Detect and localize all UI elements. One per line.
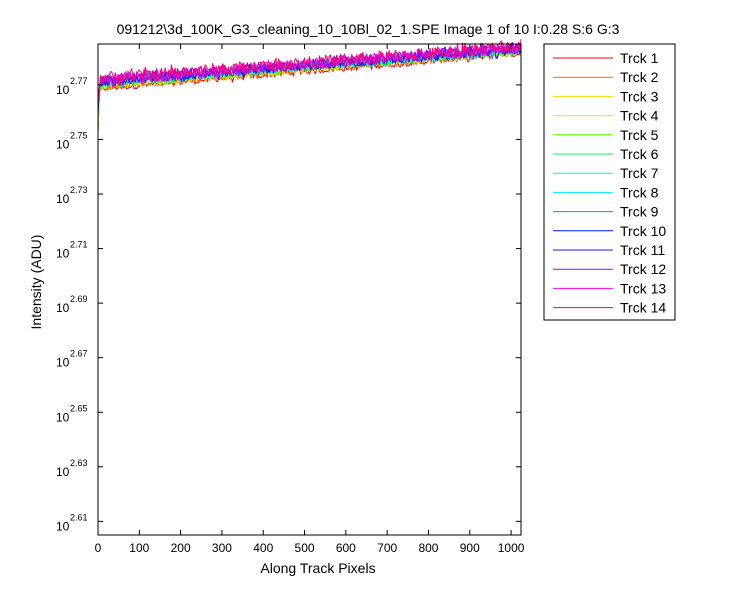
y-tick-base: 10 <box>56 356 70 370</box>
y-tick-base: 10 <box>56 519 70 533</box>
y-tick-base: 10 <box>56 247 70 261</box>
legend-box <box>543 43 676 321</box>
legend-label: Trck 9 <box>620 204 659 220</box>
y-tick-exponent: 2.75 <box>70 130 88 140</box>
series-layer <box>97 39 522 133</box>
x-tick-label: 400 <box>253 541 273 555</box>
legend-label: Trck 14 <box>620 300 666 316</box>
legend-label: Trck 8 <box>620 184 659 200</box>
x-tick-label: 1000 <box>498 541 525 555</box>
y-tick-base: 10 <box>56 192 70 206</box>
legend-label: Trck 7 <box>620 165 659 181</box>
legend-label: Trck 4 <box>620 108 659 124</box>
x-tick-label: 500 <box>295 541 315 555</box>
chart-title: 091212\3d_100K_G3_cleaning_10_10Bl_02_1.… <box>117 21 620 37</box>
y-tick-exponent: 2.65 <box>70 403 88 413</box>
x-tick-label: 200 <box>171 541 191 555</box>
legend-label: Trck 11 <box>620 242 665 258</box>
x-axis-label: Along Track Pixels <box>260 560 375 576</box>
x-tick-label: 700 <box>377 541 397 555</box>
x-tick-label: 300 <box>212 541 232 555</box>
legend: Trck 1 Trck 2 Trck 3 Trck 4 Trck 5 Trck 6 Trck… <box>543 43 676 321</box>
series-line-12 <box>97 42 522 107</box>
legend-label: Trck 1 <box>620 50 659 66</box>
y-tick-exponent: 2.77 <box>70 76 88 86</box>
legend-label: Trck 3 <box>620 88 659 104</box>
y-tick-exponent: 2.71 <box>70 240 88 250</box>
y-tick-base: 10 <box>56 410 70 424</box>
x-tick-label: 0 <box>95 541 102 555</box>
x-axis: 0 100 200 300 400 500 600 700 800 900 1000 <box>95 44 525 555</box>
y-tick-exponent: 2.63 <box>70 458 88 468</box>
y-axis: 102.61102.63102.65102.67102.69102.71102.… <box>56 76 521 533</box>
plot-frame <box>97 43 522 536</box>
x-tick-label: 800 <box>418 541 438 555</box>
y-tick-base: 10 <box>56 83 70 97</box>
x-tick-label: 900 <box>460 541 480 555</box>
x-tick-label: 100 <box>129 541 149 555</box>
legend-label: Trck 5 <box>620 127 659 143</box>
legend-label: Trck 12 <box>620 261 666 277</box>
legend-label: Trck 6 <box>620 146 659 162</box>
legend-label: Trck 2 <box>620 69 659 85</box>
y-tick-exponent: 2.61 <box>70 512 88 522</box>
y-tick-base: 10 <box>56 137 70 151</box>
y-axis-label: Intensity (ADU) <box>28 235 44 330</box>
y-tick-exponent: 2.69 <box>70 294 88 304</box>
y-tick-exponent: 2.73 <box>70 185 88 195</box>
y-tick-base: 10 <box>56 301 70 315</box>
legend-label: Trck 13 <box>620 280 666 296</box>
y-tick-base: 10 <box>56 465 70 479</box>
x-tick-label: 600 <box>336 541 356 555</box>
series-line-14 <box>97 39 522 101</box>
plot-area <box>98 44 521 535</box>
legend-label: Trck 10 <box>620 223 666 239</box>
y-tick-exponent: 2.67 <box>70 349 88 359</box>
